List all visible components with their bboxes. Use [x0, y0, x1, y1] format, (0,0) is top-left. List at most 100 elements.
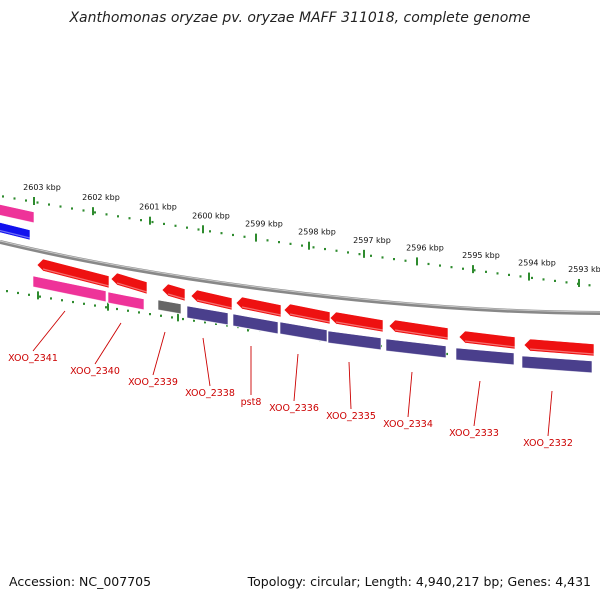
track-dot [160, 314, 162, 317]
major-tick [255, 233, 257, 242]
minor-tick [312, 246, 315, 249]
major-tick [528, 272, 530, 281]
minor-tick [163, 222, 165, 226]
label-leader-line [348, 361, 352, 410]
minor-tick [140, 219, 142, 222]
minor-tick [358, 253, 361, 256]
minor-tick [370, 254, 372, 257]
blue-gene-partial-shade [0, 229, 31, 239]
red-gene-arrow [36, 258, 110, 289]
minor-tick [542, 278, 545, 281]
minor-tick [266, 239, 269, 242]
track-tick [177, 313, 179, 322]
label-leader-line [407, 371, 413, 418]
track-dot [226, 324, 228, 327]
label-leader-line [32, 310, 66, 352]
label-leader-line [152, 331, 166, 376]
track-dot [446, 352, 448, 356]
accession-text: Accession: NC_007705 [9, 574, 152, 589]
track-tick [37, 291, 39, 300]
track-dot [94, 304, 96, 307]
purple-gene-block-shade [521, 367, 593, 374]
minor-tick [186, 226, 188, 229]
track-dot [193, 319, 195, 322]
track-tick [107, 302, 109, 311]
track-dot [182, 317, 184, 321]
major-tick [308, 241, 310, 250]
minor-tick [335, 249, 338, 252]
red-gene-arrow [190, 289, 233, 311]
gene-label: XOO_2339 [128, 377, 178, 388]
minor-tick [117, 215, 119, 218]
track-dot [138, 311, 140, 314]
gene-label: XOO_2336 [269, 403, 319, 414]
kbp-label: 2601 kbp [139, 203, 177, 212]
minor-tick [381, 256, 384, 259]
label-leader-line [293, 353, 299, 402]
minor-tick [13, 197, 16, 200]
gene-label: XOO_2338 [185, 388, 235, 399]
kbp-label: 2599 kbp [245, 220, 283, 229]
purple-gene-block-shade [327, 342, 382, 351]
track-dot [39, 295, 41, 298]
purple-gene-block [327, 330, 382, 351]
minor-tick [347, 251, 349, 254]
minor-tick [508, 273, 510, 277]
track-dot [116, 307, 118, 311]
track-dot [204, 321, 206, 324]
gene-label: pst8 [241, 397, 262, 408]
track-dot [105, 306, 107, 309]
purple-gene-block-shade [385, 350, 447, 359]
gene-labels: XOO_2341 XOO_2340 XOO_2339 XOO_2338 pst8 XOO_… [8, 310, 573, 449]
track-dot [72, 300, 74, 304]
kbp-label: 2602 kbp [82, 193, 120, 202]
minor-tick [278, 241, 280, 244]
minor-tick [393, 258, 395, 261]
red-gene-arrow [523, 338, 595, 357]
major-tick [202, 225, 204, 234]
purple-gene-block-shade [186, 317, 229, 326]
minor-tick [36, 201, 39, 204]
minor-tick [48, 203, 50, 206]
major-tick [416, 257, 418, 266]
red-gene-arrow [110, 272, 148, 295]
minor-tick [485, 270, 487, 273]
kbp-label: 2594 kbp [518, 259, 556, 268]
red-gene-arrow-shade [464, 340, 516, 348]
minor-tick [439, 264, 441, 267]
purple-gene-block-shade [455, 359, 515, 366]
red-gene-arrow-shade [241, 306, 282, 316]
minor-tick [209, 230, 211, 233]
genome-backbone-highlight [0, 240, 600, 313]
pink-gene-block [107, 291, 145, 311]
red-gene-arrow [161, 283, 186, 302]
minor-tick [324, 247, 326, 251]
gene-features [0, 204, 595, 374]
red-gene-arrow-shade [394, 329, 449, 339]
pink-gene-block-shade [32, 286, 107, 303]
kbp-label: 2596 kbp [406, 243, 444, 252]
minor-tick [232, 233, 234, 237]
minor-tick [82, 209, 85, 212]
label-leader-line [94, 322, 122, 365]
minor-tick [94, 211, 96, 214]
purple-gene-block-shade [279, 333, 328, 343]
minor-tick [71, 207, 73, 210]
minor-tick [531, 276, 533, 280]
minor-tick [519, 275, 522, 278]
label-leader-line [202, 337, 211, 387]
purple-gene-block [232, 313, 279, 335]
genome-title: Xanthomonas oryzae pv. oryzae MAFF 31101… [69, 10, 531, 26]
major-tick [92, 207, 94, 216]
minor-tick [565, 281, 568, 284]
track-dot [17, 291, 19, 295]
gene-label: XOO_2334 [383, 419, 433, 430]
red-gene-arrow-shade [335, 321, 384, 331]
red-gene-arrow-shade [167, 293, 186, 300]
gene-label: XOO_2340 [70, 366, 120, 377]
red-gene-arrow-shade [196, 299, 233, 309]
major-tick [149, 216, 151, 225]
cds-pink-partial [0, 204, 35, 224]
track-dot [50, 297, 52, 300]
